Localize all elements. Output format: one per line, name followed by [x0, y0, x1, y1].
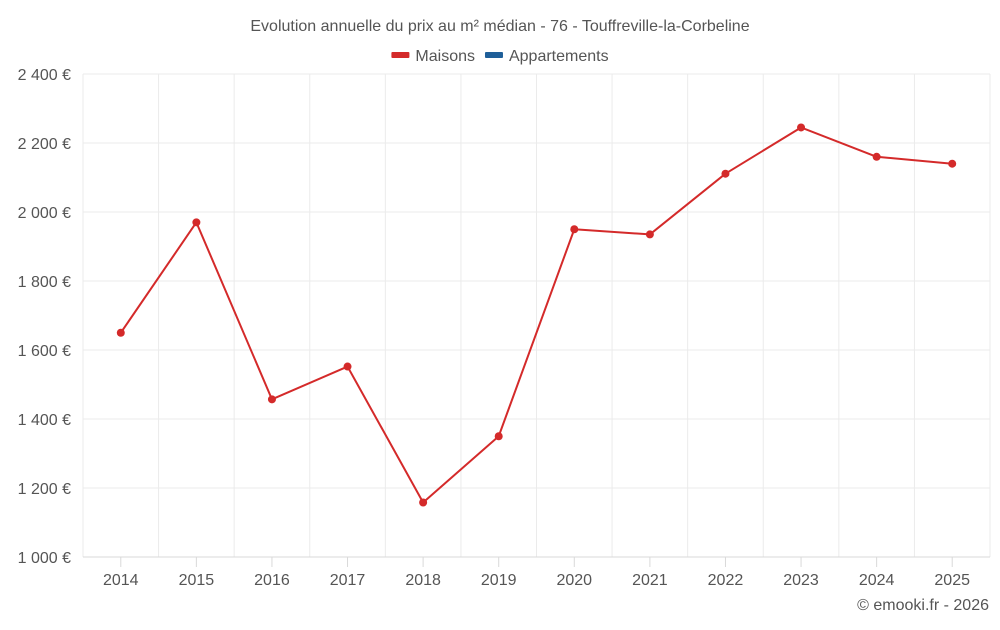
data-point-maisons-2025[interactable]	[948, 159, 957, 168]
x-tick-label: 2017	[330, 572, 366, 589]
x-tick-label: 2016	[254, 572, 290, 589]
chart-legend: Maisons Appartements	[391, 48, 609, 65]
data-point-maisons-2017[interactable]	[343, 362, 352, 371]
x-axis: 2014 2015 2016 2017 2018 2019 2020 2021 2022 2023…	[83, 556, 990, 589]
data-point-maisons-2021[interactable]	[645, 230, 654, 239]
y-tick-label: 1 400 €	[18, 412, 71, 429]
data-point-maisons-2024[interactable]	[872, 152, 881, 161]
series-line-maisons	[119, 126, 953, 504]
y-tick-label: 1 600 €	[18, 343, 71, 360]
data-point-maisons-2019[interactable]	[494, 432, 503, 441]
x-tick-label: 2023	[783, 572, 819, 589]
chart-credit: © emooki.fr - 2026	[857, 597, 989, 614]
data-point-maisons-2018[interactable]	[419, 498, 428, 507]
data-point-maisons-2014[interactable]	[116, 328, 125, 337]
y-tick-label: 2 200 €	[18, 136, 71, 153]
x-tick-label: 2015	[179, 572, 215, 589]
x-tick-label: 2021	[632, 572, 668, 589]
data-point-maisons-2020[interactable]	[570, 225, 579, 234]
data-point-maisons-2015[interactable]	[192, 218, 201, 227]
x-tick-label: 2024	[859, 572, 895, 589]
y-tick-label: 1 000 €	[18, 550, 71, 567]
data-point-maisons-2016[interactable]	[267, 395, 276, 404]
x-tick-label: 2018	[405, 572, 441, 589]
legend-label: Appartements	[509, 48, 609, 65]
data-point-maisons-2022[interactable]	[721, 169, 730, 178]
x-tick-label: 2019	[481, 572, 517, 589]
data-point-maisons-2023[interactable]	[797, 123, 806, 132]
grid-layer	[82, 73, 991, 557]
x-tick-label: 2020	[556, 572, 592, 589]
series-layer	[116, 123, 957, 507]
legend-swatch	[484, 52, 503, 58]
legend-label: Maisons	[415, 48, 475, 65]
y-tick-label: 1 200 €	[18, 481, 71, 498]
x-tick-label: 2025	[934, 572, 970, 589]
chart-title: Evolution annuelle du prix au m² médian …	[250, 18, 749, 35]
y-axis: 1 000 € 1 200 € 1 400 € 1 600 € 1 800 € 2 000…	[18, 67, 71, 567]
y-tick-label: 1 800 €	[18, 274, 71, 291]
y-tick-label: 2 400 €	[18, 67, 71, 84]
legend-item-appartements[interactable]: Appartements	[484, 48, 609, 65]
y-tick-label: 2 000 €	[18, 205, 71, 222]
legend-swatch	[391, 52, 410, 58]
x-tick-label: 2022	[708, 572, 744, 589]
x-tick-label: 2014	[103, 572, 139, 589]
legend-item-maisons[interactable]: Maisons	[391, 48, 475, 65]
